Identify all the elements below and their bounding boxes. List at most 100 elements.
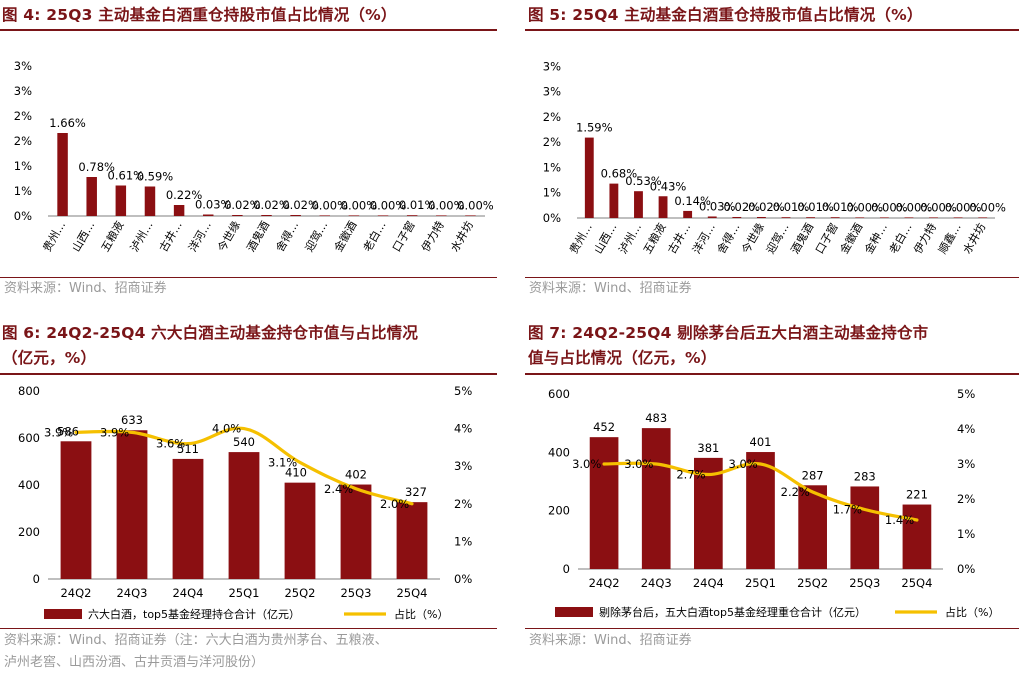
bar: [284, 482, 316, 579]
bar: [732, 216, 742, 218]
ratio-value-label: 2.0%: [380, 497, 409, 511]
data-label: 0.00%: [969, 200, 1006, 214]
bar: [116, 430, 148, 579]
category-label: 泸州…: [616, 221, 644, 256]
category-label: 金徽酒: [837, 221, 866, 257]
bar-value-label: 586: [57, 424, 79, 438]
bar-value-label: 283: [854, 469, 876, 483]
y-tick-label: 3%: [543, 85, 561, 99]
data-label: 0.59%: [137, 170, 174, 184]
category-label: 24Q4: [693, 576, 724, 590]
y-right-tick-label: 1%: [454, 534, 472, 548]
category-label: 24Q3: [641, 576, 672, 590]
bar: [340, 484, 372, 579]
bar: [756, 216, 766, 218]
y-tick-label: 1%: [543, 160, 561, 174]
bar: [465, 215, 476, 216]
category-label: 老白…: [886, 221, 915, 257]
bar: [144, 186, 156, 216]
ratio-value-label: 3.0%: [624, 457, 653, 471]
category-label: 今世缘: [214, 219, 243, 255]
bar: [707, 216, 717, 218]
data-label: 0.53%: [625, 174, 662, 188]
bar-value-label: 540: [233, 435, 255, 449]
fig7-title-line1: 图 7: 24Q2-25Q4 剔除茅台后五大白酒主动基金持仓市: [528, 324, 929, 342]
bar: [683, 210, 693, 218]
data-label: 0.43%: [650, 179, 687, 193]
data-label: 0.00%: [428, 198, 465, 212]
data-label: 0.01%: [399, 198, 436, 212]
y-tick-label: 1%: [14, 184, 32, 198]
y-right-tick-label: 4%: [957, 422, 975, 436]
fig7-title-rule: [525, 373, 1019, 375]
bar-value-label: 221: [906, 488, 928, 502]
data-label: 0.01%: [773, 200, 810, 214]
category-label: 酒鬼酒: [243, 219, 272, 255]
data-label: 0.14%: [674, 194, 711, 208]
category-label: 25Q1: [228, 586, 259, 600]
y-left-tick-label: 800: [18, 384, 40, 398]
bar-value-label: 452: [593, 420, 615, 434]
data-label: 0.00%: [846, 200, 883, 214]
category-label: 迎驾…: [303, 219, 331, 254]
ratio-value-label: 3.0%: [572, 457, 601, 471]
y-right-tick-label: 2%: [454, 497, 472, 511]
category-label: 酒鬼酒: [788, 221, 817, 257]
fig6-title-rule: [0, 373, 497, 375]
category-label: 舍得…: [714, 221, 743, 257]
bar-value-label: 401: [750, 435, 772, 449]
category-label: 25Q1: [745, 576, 776, 590]
y-left-tick-label: 400: [18, 478, 40, 492]
bar: [173, 205, 185, 216]
y-left-tick-label: 600: [548, 387, 570, 401]
y-left-tick-label: 200: [18, 525, 40, 539]
fig4-title: 图 4: 25Q3 主动基金白酒重仓持股市值占比情况（%）: [2, 6, 397, 24]
y-tick-label: 3%: [543, 59, 561, 73]
data-label: 0.03%: [699, 199, 736, 213]
category-label: 迎驾…: [764, 221, 792, 256]
fig4-chart: 3% 3% 2% 2% 1% 1% 0% 1.66% 贵州… 0.78% 山西… 0.61% 五粮液 0.…: [14, 59, 494, 255]
data-label: 0.00%: [945, 200, 982, 214]
data-label: 0.00%: [920, 200, 957, 214]
y-left-tick-label: 600: [18, 431, 40, 445]
bar: [978, 217, 988, 218]
data-label: 0.02%: [224, 198, 261, 212]
bar: [798, 485, 827, 569]
category-label: 24Q3: [116, 586, 147, 600]
fig6-source-line1: 资料来源：Wind、招商证券（注：六大白酒为贵州茅台、五粮液、: [4, 633, 388, 648]
bar: [232, 215, 243, 216]
fig6-title-line2: （亿元，%）: [2, 349, 97, 367]
fig6-chart: 0 200 400 600 800 0% 1% 2% 3% 4% 5% 24Q2 24Q3 24Q4 25Q…: [18, 384, 472, 621]
bar-value-label: 511: [177, 442, 199, 456]
bar: [634, 191, 643, 218]
data-label: 0.61%: [108, 169, 145, 183]
category-label: 舍得…: [273, 219, 302, 255]
category-label: 25Q2: [284, 586, 315, 600]
category-label: 古井…: [665, 221, 694, 257]
y-left-tick-label: 400: [548, 445, 570, 459]
bar-value-label: 287: [802, 468, 824, 482]
y-right-tick-label: 3%: [454, 459, 472, 473]
ratio-value-label: 2.2%: [781, 485, 810, 499]
bar: [172, 458, 204, 579]
data-label: 0.03%: [195, 198, 232, 212]
category-label: 25Q2: [797, 576, 828, 590]
fig6-bottom-rule: [0, 628, 497, 629]
fig7-source: 资料来源：Wind、招商证券: [529, 633, 692, 648]
category-label: 25Q4: [901, 576, 932, 590]
bar: [261, 215, 272, 216]
y-tick-label: 2%: [14, 109, 32, 123]
bar-value-label: 327: [405, 485, 427, 499]
ratio-value-label: 3.0%: [729, 457, 758, 471]
data-label: 0.02%: [253, 198, 290, 212]
data-label: 1.59%: [576, 121, 613, 135]
bar: [609, 183, 619, 218]
fig5-title-rule: [525, 29, 1019, 31]
category-label: 口子窖: [389, 219, 418, 255]
bar: [904, 217, 914, 218]
bar-value-label: 633: [121, 413, 143, 427]
ratio-line: [74, 426, 414, 506]
data-label: 0.02%: [282, 198, 319, 212]
data-label: 0.00%: [871, 200, 908, 214]
fig5-bottom-rule: [525, 277, 1019, 278]
